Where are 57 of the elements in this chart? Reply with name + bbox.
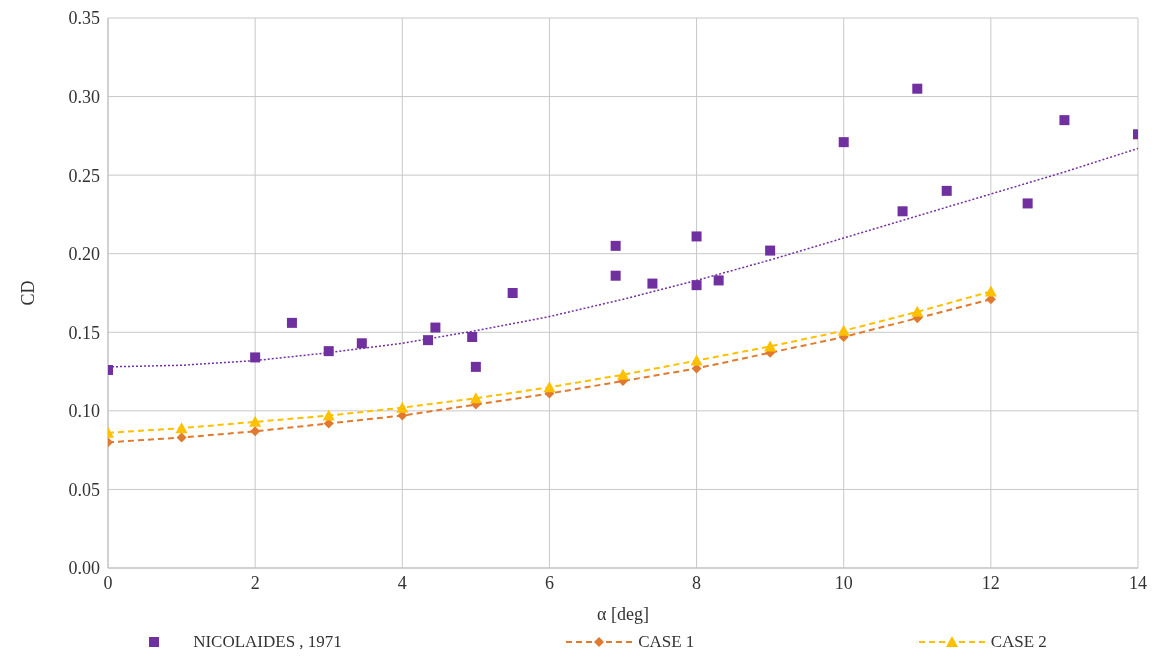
point (286, 317, 297, 328)
point (765, 245, 776, 256)
point (897, 206, 908, 217)
point (249, 415, 262, 427)
point (764, 340, 777, 352)
legend-label: NICOLAIDES , 1971 (193, 632, 342, 652)
legend-label: CASE 1 (638, 632, 695, 652)
point (838, 137, 849, 148)
point (691, 231, 702, 242)
point (1022, 198, 1033, 209)
legend-label: CASE 2 (990, 632, 1047, 652)
y-tick-label: 0.20 (68, 244, 100, 265)
point (176, 432, 187, 443)
point (543, 381, 556, 393)
x-tick-label: 0 (103, 572, 113, 593)
y-axis-title: CD (18, 280, 39, 306)
point (984, 285, 997, 297)
point (322, 409, 335, 421)
point (396, 401, 409, 413)
point (323, 346, 334, 357)
point (647, 278, 658, 289)
x-tick-label: 4 (397, 572, 407, 593)
y-tick-label: 0.35 (68, 8, 100, 29)
y-tick-label: 0.05 (68, 479, 100, 500)
point (507, 288, 518, 298)
point (610, 240, 621, 251)
point (175, 422, 188, 434)
y-tick-label: 0.30 (68, 86, 100, 107)
y-tick-label: 0.00 (68, 558, 100, 579)
point (610, 270, 621, 281)
point (356, 338, 367, 349)
x-tick-label: 14 (1129, 572, 1147, 593)
x-tick-label: 8 (692, 572, 702, 593)
point (617, 368, 629, 380)
point (911, 305, 924, 317)
point (713, 275, 724, 286)
x-tick-label: 10 (834, 572, 853, 593)
x-tick-label: 2 (250, 572, 260, 593)
point (250, 426, 261, 437)
point (1059, 115, 1070, 126)
y-tick-label: 0.10 (68, 401, 100, 422)
x-tick-label: 6 (544, 572, 554, 593)
point (837, 324, 850, 336)
point (430, 322, 441, 333)
y-tick-label: 0.25 (68, 165, 100, 186)
y-tick-label: 0.15 (68, 322, 100, 343)
point (423, 335, 434, 346)
point (912, 83, 923, 94)
x-axis-title: α [deg] (597, 604, 649, 624)
point (690, 354, 703, 366)
point (691, 280, 702, 291)
point (250, 352, 261, 363)
point (941, 185, 952, 196)
point (469, 392, 482, 404)
x-tick-label: 12 (981, 572, 1000, 593)
point (470, 361, 481, 372)
point (467, 332, 478, 342)
